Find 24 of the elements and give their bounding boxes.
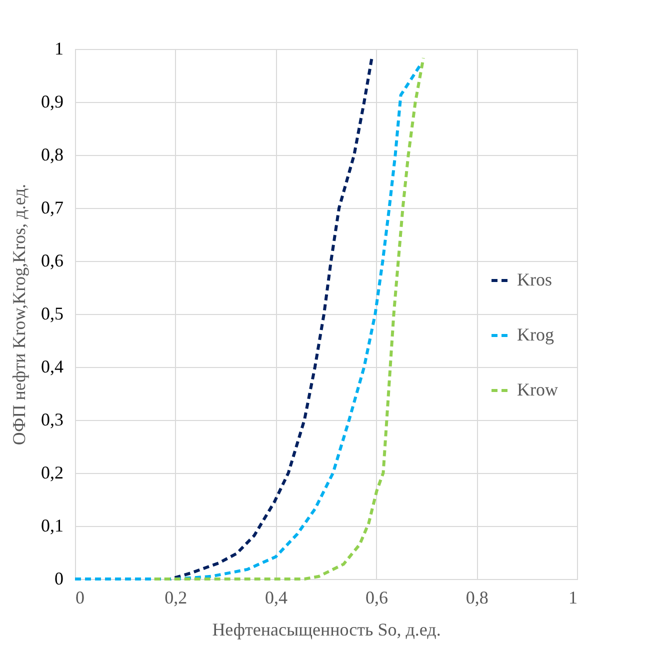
x-tick-label: 0,4	[265, 588, 288, 608]
legend-label: Krog	[517, 324, 554, 344]
y-tick-label: 1	[54, 38, 64, 58]
x-tick-label: 0,6	[365, 588, 388, 608]
y-axis-title: ОФП нефти Krow,Krog,Kros, д.ед.	[9, 184, 29, 446]
legend-label: Kros	[517, 270, 552, 290]
y-tick-label: 0,4	[41, 356, 64, 376]
y-tick-label: 0,2	[41, 462, 64, 482]
y-tick-label: 0,9	[41, 92, 64, 112]
y-tick-label: 0,3	[41, 410, 64, 430]
x-tick-label: 0,2	[164, 588, 188, 608]
y-tick-label: 0,1	[41, 516, 64, 536]
x-tick-label: 0,8	[466, 588, 488, 608]
y-tick-label: 0,5	[41, 304, 64, 324]
y-tick-label: 0	[54, 568, 64, 588]
x-tick-label: 0	[76, 588, 84, 608]
legend-label: Krow	[517, 380, 558, 400]
line-series	[152, 56, 425, 580]
y-tick-label: 0,6	[41, 250, 64, 270]
x-tick-label: 1	[568, 588, 578, 608]
x-axis-title: Нефтенасыщенность So, д.ед.	[212, 620, 441, 640]
line-series	[74, 63, 422, 580]
y-tick-label: 0,7	[41, 198, 64, 218]
y-tick-label: 0,8	[41, 144, 64, 164]
